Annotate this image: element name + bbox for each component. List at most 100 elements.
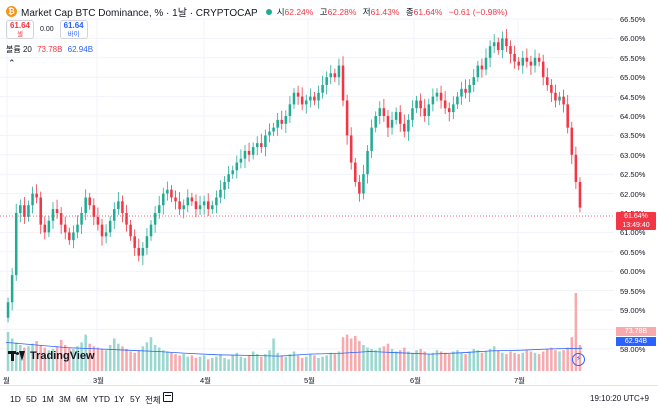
candle-body [206,201,210,210]
candle-body [43,224,47,233]
volume-bar [460,352,463,371]
price-axis-label: 66.00% [620,34,646,44]
volume-bar [219,354,222,371]
candle [255,136,259,156]
time-axis-label: 월 [3,376,10,385]
candle-body [321,84,324,93]
candle [464,79,467,99]
candle-body [292,92,296,105]
candle-body [14,213,18,276]
volume-bar [239,356,243,371]
candle-body [243,150,247,159]
sell-button[interactable]: 61.64 셀 [6,20,34,39]
candle-body [125,213,128,225]
volume-bar [321,356,324,371]
candle [112,202,116,229]
tradingview-logo[interactable]: TradingView [8,350,95,362]
volume-bar [260,356,263,371]
goto-realtime-icon[interactable]: ⚡ [572,353,585,366]
volume-bar [88,343,92,371]
candle [403,114,406,138]
candle-body [6,302,10,318]
volume-bar [14,342,18,371]
candle [264,129,267,157]
candle [59,207,63,234]
candle-body [501,38,504,51]
candle [317,85,320,109]
price-axis-label: 62.00% [620,189,646,199]
candle [505,29,508,52]
volume-bar [374,350,377,371]
candle [227,166,230,189]
candle [484,48,488,76]
candle [415,95,418,113]
current-price-value: 61.64% [624,213,648,220]
candle-body [521,57,525,66]
volume-bar [296,355,300,371]
candle [133,229,136,257]
volume-bar [554,350,557,371]
candle [443,91,447,115]
change-value: −0.61 (−0.98%) [448,6,508,17]
volume-bar [284,356,288,371]
candle [513,45,516,69]
candle-body [411,108,414,120]
timeframe-all[interactable]: 전체 [145,395,161,405]
candle [260,133,263,153]
candle [84,189,87,220]
price-axis-label: 59.50% [620,286,646,296]
candle [170,185,173,203]
candle-body [121,201,124,213]
candle-body [366,150,369,175]
timeframe-1d[interactable]: 1D [10,394,21,404]
timeframe-ytd[interactable]: YTD [93,394,110,404]
volume-bar [166,351,169,371]
candle [349,127,353,170]
timeframe-1y[interactable]: 1Y [114,394,125,404]
candle-body [153,213,157,225]
candle-body [227,174,230,182]
volume-bar [47,350,51,371]
volume-bar [488,348,492,371]
sell-label: 셀 [17,31,23,38]
clock-readout[interactable]: 19:10:20 UTC+9 [590,394,649,403]
candle-body [541,61,545,78]
candle-body [72,232,75,241]
candle-body [513,53,516,62]
timeframe-5d[interactable]: 5D [26,394,37,404]
volume-bar [162,350,165,371]
volume-bar [251,351,255,371]
timeframe-6m[interactable]: 6M [76,394,88,404]
high-label: 고 [319,6,328,17]
tradingview-logo-icon [8,351,26,361]
timeframe-3m[interactable]: 3M [59,394,71,404]
timeframe-5y[interactable]: 5Y [130,394,141,404]
candle [149,219,153,241]
candle [456,91,459,110]
symbol-title[interactable]: Market Cap BTC Dominance, % · 1날 · CRYPT… [21,8,258,19]
close-value: 61.64% [413,6,443,17]
candle-body [394,112,398,120]
candle [541,54,545,86]
volume-legend[interactable]: 볼륨 20 73.78B 62.94B [6,44,93,55]
candle-body [194,201,198,210]
candle-body [104,232,108,237]
chevron-up-icon[interactable]: ⌃ [8,58,16,68]
candle-body [223,181,226,190]
candle-body [198,205,202,210]
candle-body [251,147,255,155]
candle [578,177,582,213]
volume-bar [112,338,116,371]
candle-body [362,174,365,194]
candle-body [300,96,304,105]
volume-bar [558,351,561,371]
candle-body [537,57,541,62]
volume-bar [215,356,218,371]
timeframe-1m[interactable]: 1M [42,394,54,404]
candle-body [137,247,141,256]
volume-bar [537,354,541,371]
calendar-icon[interactable] [163,392,173,402]
buy-button[interactable]: 61.64 바이 [59,20,88,39]
candle-body [447,108,451,113]
